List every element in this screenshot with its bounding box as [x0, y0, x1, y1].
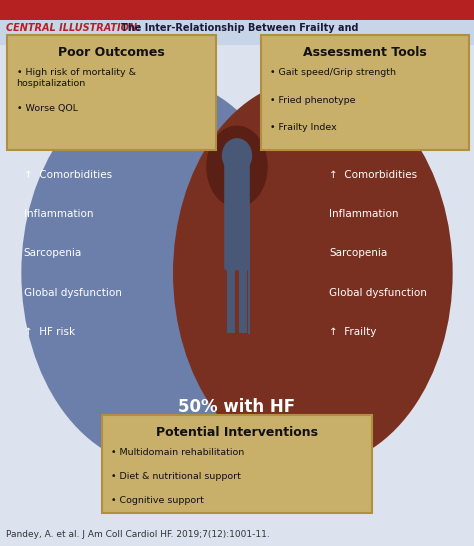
FancyBboxPatch shape [102, 415, 372, 513]
FancyBboxPatch shape [0, 20, 474, 45]
Text: Inflammation: Inflammation [329, 209, 399, 219]
Text: Heart Failure: Heart Failure [6, 36, 78, 46]
Text: ↑  Comorbidities: ↑ Comorbidities [24, 170, 112, 180]
Text: ↑  HF risk: ↑ HF risk [24, 327, 75, 337]
Ellipse shape [206, 126, 268, 207]
Text: The Inter-Relationship Between Frailty and: The Inter-Relationship Between Frailty a… [121, 23, 358, 33]
Text: CENTRAL ILLUSTRATION:: CENTRAL ILLUSTRATION: [6, 23, 141, 33]
Text: Inflammation: Inflammation [24, 209, 93, 219]
Text: Assessment Tools: Assessment Tools [303, 46, 427, 60]
Text: • Frailty Index: • Frailty Index [270, 123, 337, 132]
Text: ↑  Comorbidities: ↑ Comorbidities [329, 170, 418, 180]
Text: Poor Outcomes: Poor Outcomes [58, 46, 165, 60]
Text: 50% with HF
& Frailty: 50% with HF & Frailty [178, 397, 296, 438]
Ellipse shape [21, 79, 301, 467]
FancyBboxPatch shape [224, 156, 250, 270]
Text: Pandey, A. et al. J Am Coll Cardiol HF. 2019;7(12):1001-11.: Pandey, A. et al. J Am Coll Cardiol HF. … [6, 530, 269, 538]
Text: HF: HF [350, 100, 380, 118]
Text: • Multidomain rehabilitation: • Multidomain rehabilitation [111, 448, 245, 456]
Text: • Cognitive support: • Cognitive support [111, 496, 204, 505]
Text: Potential Interventions: Potential Interventions [156, 426, 318, 439]
FancyBboxPatch shape [0, 0, 474, 20]
Text: Frailty: Frailty [69, 100, 139, 118]
FancyBboxPatch shape [7, 35, 216, 150]
Text: Sarcopenia: Sarcopenia [24, 248, 82, 258]
FancyBboxPatch shape [227, 268, 235, 333]
Text: • Gait speed/Grip strength: • Gait speed/Grip strength [270, 68, 396, 77]
Text: Global dysfunction: Global dysfunction [24, 288, 121, 298]
Ellipse shape [173, 79, 453, 467]
Text: Sarcopenia: Sarcopenia [329, 248, 388, 258]
Text: ↑  Frailty: ↑ Frailty [329, 327, 377, 337]
Text: • Worse QOL: • Worse QOL [17, 104, 78, 112]
Text: • Diet & nutritional support: • Diet & nutritional support [111, 472, 241, 480]
FancyBboxPatch shape [239, 268, 247, 333]
Text: • Fried phenotype: • Fried phenotype [270, 96, 356, 104]
FancyBboxPatch shape [261, 35, 469, 150]
Circle shape [222, 138, 252, 173]
Text: Global dysfunction: Global dysfunction [329, 288, 427, 298]
Text: • High risk of mortality &
hospitalization: • High risk of mortality & hospitalizati… [17, 68, 136, 88]
